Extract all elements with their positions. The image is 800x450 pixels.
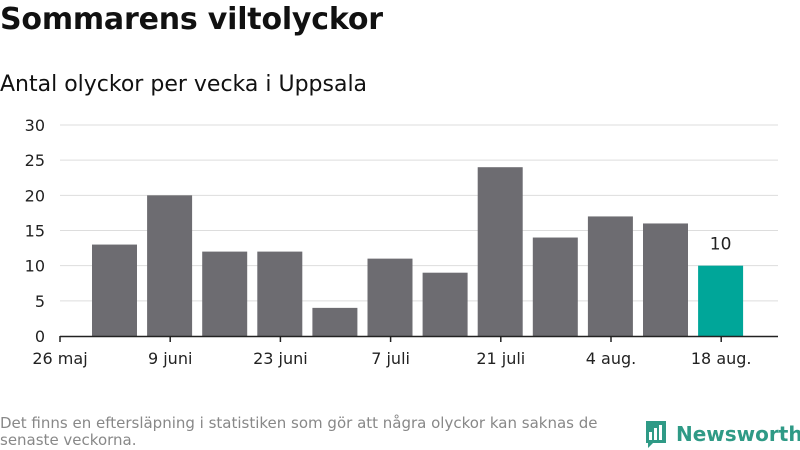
chart-title: Sommarens viltolyckor xyxy=(0,2,383,37)
x-tick-label: 23 juni xyxy=(253,349,308,368)
y-tick-label: 10 xyxy=(25,257,45,276)
bar xyxy=(643,223,688,336)
x-tick-label: 9 juni xyxy=(148,349,192,368)
bar xyxy=(532,237,578,336)
y-tick-label: 25 xyxy=(25,151,45,170)
bar xyxy=(422,272,468,336)
bar xyxy=(202,251,248,336)
bar xyxy=(147,195,193,336)
newsworthy-logo-text: Newsworthy xyxy=(676,422,800,446)
y-tick-label: 5 xyxy=(35,292,45,311)
x-tick-label: 21 juli xyxy=(476,349,525,368)
x-tick-label: 18 aug. xyxy=(691,349,752,368)
y-tick-label: 15 xyxy=(25,222,45,241)
bar xyxy=(367,258,413,336)
x-tick-label: 26 maj xyxy=(32,349,87,368)
y-tick-label: 30 xyxy=(25,116,45,135)
bar xyxy=(587,216,633,336)
footnote: Det finns en eftersläpning i statistiken… xyxy=(0,414,598,449)
data-label: 10 xyxy=(710,235,732,255)
x-tick-label: 7 juli xyxy=(371,349,410,368)
chart-subtitle: Antal olyckor per vecka i Uppsala xyxy=(0,72,368,97)
bar xyxy=(92,244,137,336)
y-tick-label: 0 xyxy=(35,327,45,346)
bar xyxy=(477,167,523,336)
bar-chart: 0 5 10 15 20 25 30 10 26 maj 9 juni 23 juni 7 juli 2… xyxy=(25,116,778,368)
bar xyxy=(312,307,358,336)
x-tick-label: 4 aug. xyxy=(586,349,636,368)
bar xyxy=(257,251,303,336)
newsworthy-logo[interactable]: Newsworthy xyxy=(644,419,800,449)
y-tick-label: 20 xyxy=(25,186,45,205)
newsworthy-logo-icon xyxy=(646,421,666,448)
bar xyxy=(698,265,744,336)
